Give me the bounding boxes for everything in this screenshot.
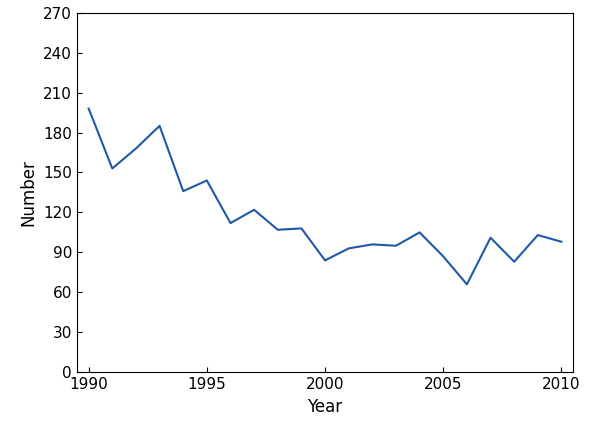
Y-axis label: Number: Number — [20, 159, 38, 226]
X-axis label: Year: Year — [307, 398, 343, 416]
